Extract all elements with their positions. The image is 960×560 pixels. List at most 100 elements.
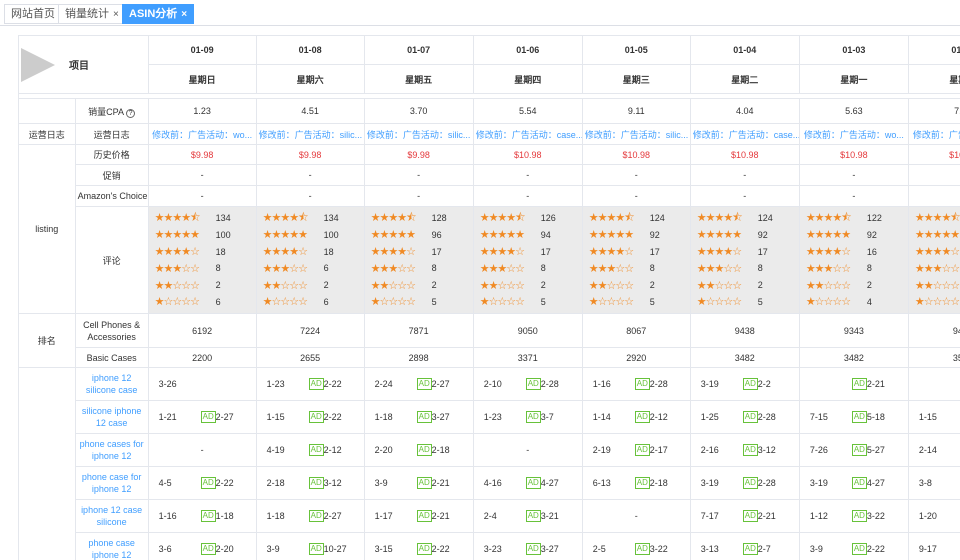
ad-badge: AD: [525, 510, 541, 522]
keyword-cell[interactable]: silicone iphone 12 case: [74, 400, 149, 434]
oplog-link[interactable]: 修改前：广告活动：silic...: [581, 123, 691, 145]
star-rating-line: ★★★★★ 100: [149, 226, 255, 243]
star-count: 5: [757, 296, 763, 307]
price-value: $10.98: [907, 144, 960, 165]
star-rating-line: ★★☆☆☆ 2: [365, 277, 472, 294]
keyword-rank-cell: 2-20 AD 2-18: [363, 433, 474, 467]
promo-value-text: -: [634, 170, 638, 180]
oplog-link[interactable]: 修改前：广告活动：silic...: [363, 123, 474, 145]
oplog-link[interactable]: 修改前：广告活动：wo...: [907, 123, 960, 145]
oplog-link[interactable]: 修改前：广告活动：wo...: [147, 123, 257, 145]
keyword-rank-cell: -: [907, 367, 960, 401]
keyword-rank-cell: 2-19 AD 2-17: [581, 433, 691, 467]
keyword-link[interactable]: phone case iphone 12: [88, 538, 135, 560]
star-count: 5: [431, 296, 437, 307]
star-icons: ★★★★★: [914, 229, 960, 242]
keyword-cell[interactable]: iphone 12 case silicone: [74, 499, 149, 533]
cpa-label: 销量CPA: [88, 106, 125, 117]
listing-category: listing: [18, 144, 76, 314]
ranking-value-text: 2200: [192, 352, 213, 363]
reviews-cell: ★★★★⯪ 128 ★★★★★ 96 ★★★★☆ 17 ★★★☆☆ 8 ★★☆☆…: [363, 206, 474, 314]
tab-sales-stats[interactable]: 销量统计 ×: [58, 4, 126, 24]
organic-rank: 2-20: [374, 445, 393, 455]
tab-sales-stats-label: 销量统计: [65, 8, 109, 20]
ad-rank: 4-27: [866, 478, 885, 488]
promo-label-cell: 促销: [74, 164, 149, 186]
keyword-link[interactable]: phone case for iphone 12: [81, 472, 142, 494]
star-rating-line: ★★★☆☆ 8: [149, 260, 255, 277]
keyword-rank-cell: 3-26: [147, 367, 257, 401]
ad-rank: 2-28: [649, 379, 668, 389]
star-rating-line: ★★★☆☆ 8: [474, 260, 581, 277]
weekday-header: 星期四: [472, 64, 583, 94]
ad-badge: AD: [525, 378, 541, 390]
keyword-link[interactable]: silicone iphone 12 case: [81, 406, 142, 428]
ad-rank: 2-22: [323, 379, 342, 389]
oplog-link[interactable]: 修改前：广告活动：silic...: [255, 123, 365, 145]
star-count: 2: [649, 280, 655, 291]
keyword-category: [18, 367, 76, 560]
oplog-link[interactable]: 修改前：广告活动：wo...: [798, 123, 909, 145]
organic-rank: 1-14: [592, 412, 611, 422]
keyword-cell[interactable]: iphone 12 silicone case: [74, 367, 149, 401]
choice-value-text: -: [852, 191, 856, 201]
keyword-cell[interactable]: phone cases for iphone 12: [74, 433, 149, 467]
tab-home[interactable]: 网站首页: [4, 4, 62, 24]
star-count: 2: [757, 280, 763, 291]
star-count: 17: [649, 246, 660, 257]
price-value-text: $10.98: [731, 149, 759, 160]
organic-rank: 3-23: [483, 544, 502, 554]
keyword-rank-cell: 1-21 AD 2-27: [147, 400, 257, 434]
star-rating-line: ★★★★☆ 18: [149, 243, 255, 260]
star-rating-line: ★★★★⯪ 128: [365, 210, 472, 227]
oplog-link[interactable]: 修改前：广告活动：case...: [472, 123, 583, 145]
ranking-label: Basic Cases: [86, 352, 137, 363]
star-rating-line: ★★★★★ 89: [909, 226, 960, 243]
tab-asin-analysis[interactable]: ASIN分析 ×: [122, 4, 195, 24]
star-icons: ★★★★★: [154, 229, 200, 242]
oplog-link[interactable]: 修改前：广告活动：case...: [689, 123, 800, 145]
star-rating-line: ★★★★☆ 18: [257, 243, 363, 260]
star-rating-line: ★☆☆☆☆ 6: [149, 294, 255, 311]
close-icon[interactable]: ×: [181, 9, 188, 20]
star-count: 124: [757, 213, 773, 223]
ad-badge: AD: [634, 411, 650, 423]
oplog-link-text: 修改前：广告活动：case...: [475, 129, 583, 140]
star-count: 100: [215, 229, 231, 240]
ad-rank: 2-27: [431, 379, 450, 389]
star-rating-line: ★★★★☆ 17: [365, 243, 472, 260]
organic-rank: 1-18: [266, 511, 285, 521]
close-icon[interactable]: ×: [113, 9, 119, 20]
weekday-label: 星期二: [731, 74, 759, 85]
choice-value: -: [363, 185, 474, 207]
organic-rank: 3-19: [700, 379, 719, 389]
star-rating-line: ★★★★☆ 17: [474, 243, 581, 260]
weekday-label: 星期一: [840, 74, 868, 85]
keyword-rank-cell: 1-25 AD 2-28: [689, 400, 800, 434]
keyword-cell[interactable]: phone case iphone 12: [74, 532, 149, 560]
star-rating-line: ★☆☆☆☆ 6: [257, 294, 363, 311]
star-rating-line: ★★★★⯪ 11: [909, 210, 960, 227]
price-value: $10.98: [472, 144, 583, 165]
keyword-rank-cell: -: [147, 433, 257, 467]
organic-rank: 1-15: [918, 412, 937, 422]
ad-badge: AD: [634, 378, 650, 390]
star-count: 6: [323, 296, 329, 307]
weekday-header: 星期五: [363, 64, 474, 94]
ranking-value: 9438: [689, 313, 800, 348]
cpa-value-text: 1.23: [193, 106, 211, 116]
keyword-link[interactable]: iphone 12 silicone case: [85, 373, 138, 395]
price-value-text: $9.98: [407, 149, 430, 160]
keyword-link[interactable]: phone cases for iphone 12: [79, 439, 144, 461]
cpa-value-text: 5.63: [845, 106, 863, 116]
ad-rank: 2-18: [649, 478, 668, 488]
keyword-rank-cell: 3-23 AD 3-27: [472, 532, 583, 560]
keyword-cell[interactable]: phone case for iphone 12: [74, 466, 149, 500]
keyword-rank-cell: 1-23 AD 3-7: [472, 400, 583, 434]
ranking-value: 2898: [363, 347, 474, 368]
ad-badge: AD: [742, 444, 758, 456]
keyword-link[interactable]: iphone 12 case silicone: [81, 505, 143, 527]
help-icon[interactable]: ?: [126, 108, 136, 118]
keyword-rank-cell: 3-19 AD 4-27: [798, 466, 909, 500]
ranking-value: 2920: [581, 347, 691, 368]
